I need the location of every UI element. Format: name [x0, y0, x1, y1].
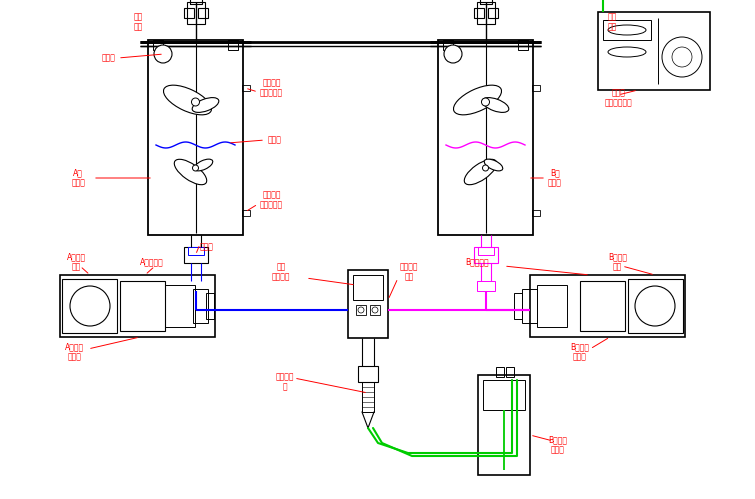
Bar — [476, 2, 495, 24]
Bar — [479, 0, 492, 4]
Bar — [598, 12, 710, 90]
Bar — [488, 8, 498, 18]
Bar — [362, 382, 374, 412]
Bar — [358, 366, 378, 382]
Bar — [242, 210, 250, 216]
Text: 真空泵
自動抽料裝置: 真空泵 自動抽料裝置 — [605, 88, 633, 108]
Bar — [206, 293, 214, 319]
Text: 過濾器: 過濾器 — [200, 243, 214, 251]
Text: 攪拌
電機: 攪拌 電機 — [134, 12, 143, 32]
Circle shape — [70, 286, 110, 326]
Bar — [186, 281, 205, 291]
Text: B液計量
控制器: B液計量 控制器 — [570, 342, 589, 362]
Ellipse shape — [174, 159, 207, 185]
Circle shape — [358, 307, 364, 313]
Text: 真空表: 真空表 — [101, 53, 115, 62]
Circle shape — [372, 307, 378, 313]
Bar — [476, 281, 495, 291]
Bar — [370, 305, 380, 315]
Ellipse shape — [608, 25, 646, 35]
Bar — [60, 275, 215, 337]
Bar — [478, 375, 530, 475]
Ellipse shape — [464, 159, 497, 185]
Text: 液接壤: 液接壤 — [268, 136, 282, 145]
Bar — [242, 85, 250, 91]
Bar — [438, 40, 533, 235]
Bar — [473, 8, 483, 18]
Bar — [183, 8, 193, 18]
Text: 混合
攪拌電機: 混合 攪拌電機 — [272, 262, 291, 282]
Bar — [496, 367, 504, 377]
Ellipse shape — [194, 159, 213, 171]
Text: B液
儲料缸: B液 儲料缸 — [548, 168, 562, 188]
Bar — [228, 40, 238, 50]
Bar — [353, 275, 383, 300]
Circle shape — [482, 98, 489, 106]
Bar — [148, 40, 243, 235]
Ellipse shape — [484, 159, 503, 171]
Bar — [165, 285, 195, 327]
Bar — [603, 20, 651, 40]
Bar — [473, 247, 498, 263]
Text: B液計量泵: B液計量泵 — [465, 257, 488, 266]
Bar — [628, 279, 683, 333]
Ellipse shape — [482, 98, 509, 112]
Bar — [477, 247, 494, 255]
Bar — [186, 2, 205, 24]
Bar — [198, 8, 208, 18]
Bar — [348, 270, 388, 338]
Bar — [153, 40, 163, 50]
Bar — [120, 281, 165, 331]
Bar — [514, 293, 522, 319]
Text: A液計量泵: A液計量泵 — [140, 257, 164, 266]
Text: 攪拌
電機: 攪拌 電機 — [608, 12, 618, 32]
Bar — [580, 281, 625, 331]
Bar — [443, 40, 453, 50]
Circle shape — [192, 98, 199, 106]
Ellipse shape — [164, 85, 211, 115]
Bar — [183, 247, 208, 263]
Bar — [518, 40, 528, 50]
Bar — [190, 0, 202, 4]
Bar — [483, 380, 525, 410]
Text: A液計量
電機: A液計量 電機 — [67, 252, 86, 271]
Text: A液
儲料缸: A液 儲料缸 — [71, 168, 85, 188]
Circle shape — [672, 47, 692, 67]
Bar — [522, 289, 537, 323]
Text: B液計量
電機: B液計量 電機 — [608, 252, 627, 271]
Text: 雙液混合
管: 雙液混合 管 — [276, 372, 294, 392]
Circle shape — [662, 37, 702, 77]
Bar — [193, 289, 208, 323]
Bar — [356, 305, 366, 315]
Text: 電子上限
液位感應器: 電子上限 液位感應器 — [260, 78, 283, 98]
Ellipse shape — [608, 47, 646, 57]
Circle shape — [154, 45, 172, 63]
Bar — [62, 279, 117, 333]
Bar — [537, 285, 567, 327]
Bar — [530, 275, 685, 337]
Text: A液計量
控制器: A液計量 控制器 — [65, 342, 84, 362]
Text: B缸自動
抽膠桶: B缸自動 抽膠桶 — [548, 435, 567, 455]
Circle shape — [482, 165, 488, 171]
Bar — [187, 247, 204, 255]
Bar — [506, 367, 514, 377]
Text: 雙液混合
軟閥: 雙液混合 軟閥 — [400, 262, 418, 282]
Circle shape — [635, 286, 675, 326]
Text: 電子下限
液位感應器: 電子下限 液位感應器 — [260, 190, 283, 210]
Bar — [532, 85, 540, 91]
Ellipse shape — [193, 98, 219, 112]
Circle shape — [193, 165, 199, 171]
Circle shape — [444, 45, 462, 63]
Ellipse shape — [454, 85, 501, 115]
Bar — [532, 210, 540, 216]
